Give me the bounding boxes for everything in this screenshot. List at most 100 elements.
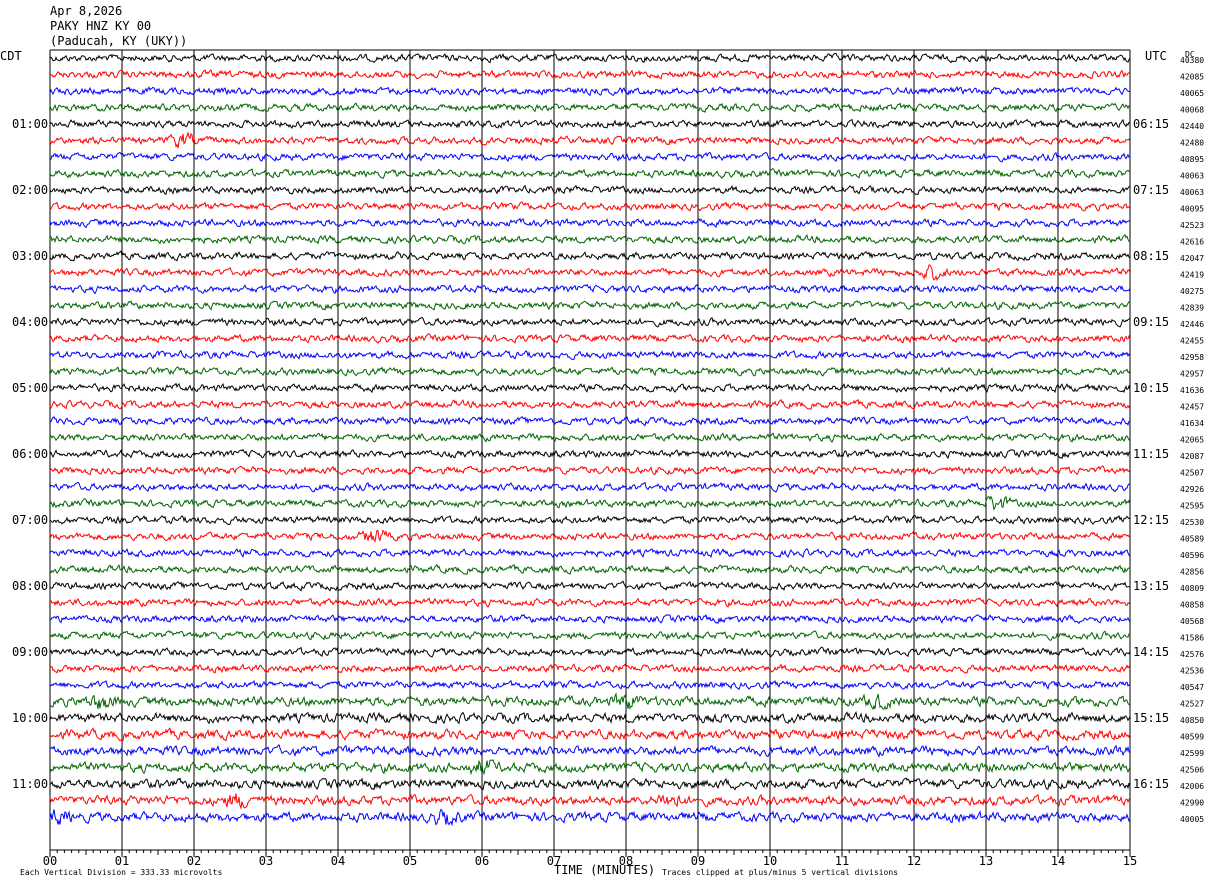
- dc-offset-label: 40568: [1180, 617, 1204, 626]
- x-tick-label: 09: [691, 854, 705, 868]
- location-label: (Paducah, KY (UKY)): [50, 34, 188, 48]
- x-tick-label: 07: [547, 854, 561, 868]
- seismic-trace: [49, 69, 1131, 80]
- station-label: PAKY HNZ KY 00: [50, 19, 152, 33]
- dc-offset-label: 42480: [1180, 139, 1204, 148]
- footer-clip-note: Traces clipped at plus/minus 5 vertical …: [662, 868, 898, 877]
- dc-offset-label: 40858: [1180, 601, 1204, 610]
- seismic-trace: [49, 711, 1131, 725]
- seismic-trace: [49, 283, 1131, 295]
- right-hour-label: 07:15: [1133, 183, 1169, 197]
- dc-offset-label: 42507: [1180, 469, 1204, 478]
- seismic-trace: [49, 233, 1131, 245]
- seismic-trace: [49, 548, 1131, 559]
- left-hour-label: 11:00: [12, 777, 48, 791]
- left-hour-label: 05:00: [12, 381, 48, 395]
- x-tick-label: 14: [1051, 854, 1065, 868]
- left-hour-label: 01:00: [12, 117, 48, 131]
- dc-offset-label: 42527: [1180, 700, 1204, 709]
- right-hour-label: 12:15: [1133, 513, 1169, 527]
- dc-offset-label: 42455: [1180, 337, 1204, 346]
- x-tick-label: 03: [259, 854, 273, 868]
- seismic-trace: [49, 250, 1131, 262]
- dc-offset-label: 42576: [1180, 650, 1204, 659]
- dc-offset-label: 40068: [1180, 106, 1204, 115]
- seismic-traces: [49, 52, 1131, 827]
- seismic-trace: [49, 646, 1131, 658]
- seismic-trace: [49, 102, 1131, 114]
- x-tick-label: 12: [907, 854, 921, 868]
- x-axis-label: TIME (MINUTES): [554, 863, 655, 877]
- right-hour-label: 08:15: [1133, 249, 1169, 263]
- x-tick-label: 06: [475, 854, 489, 868]
- dc-offset-label: 42958: [1180, 353, 1204, 362]
- seismic-trace: [49, 167, 1131, 180]
- left-hour-label: 09:00: [12, 645, 48, 659]
- dc-offset-label: 42440: [1180, 122, 1204, 131]
- left-hour-label: 10:00: [12, 711, 48, 725]
- dc-offset-label: 42523: [1180, 221, 1204, 230]
- left-timezone-label: CDT: [0, 49, 22, 63]
- seismic-trace: [49, 332, 1131, 344]
- right-hour-label: 10:15: [1133, 381, 1169, 395]
- x-tick-label: 04: [331, 854, 345, 868]
- dc-offset-label: 42419: [1180, 271, 1204, 280]
- dc-offset-label: 40380: [1180, 56, 1204, 65]
- seismic-trace: [49, 759, 1131, 776]
- x-tick-label: 08: [619, 854, 633, 868]
- seismic-trace: [49, 217, 1131, 229]
- seismic-trace: [49, 580, 1131, 592]
- right-hour-label: 16:15: [1133, 777, 1169, 791]
- seismic-trace: [49, 679, 1131, 690]
- seismic-trace: [49, 481, 1131, 493]
- right-hour-label: 06:15: [1133, 117, 1169, 131]
- dc-offset-label: 40850: [1180, 716, 1204, 725]
- footer-scale-note: Each Vertical Division = 333.33 microvol…: [20, 868, 222, 877]
- seismic-trace: [49, 349, 1131, 361]
- seismic-trace: [49, 432, 1131, 443]
- dc-offset-label: 42536: [1180, 667, 1204, 676]
- right-hour-label: 15:15: [1133, 711, 1169, 725]
- seismic-trace: [49, 52, 1131, 64]
- seismic-trace: [49, 597, 1131, 608]
- left-hour-label: 07:00: [12, 513, 48, 527]
- date-label: Apr 8,2026: [50, 4, 123, 18]
- seismic-trace: [49, 613, 1131, 625]
- dc-offset-label: 41634: [1180, 419, 1204, 428]
- axis-labels: 00 01 02 03 04 05 06 07 08 09 10 11 12 13 14 15 40380 420…: [12, 56, 1204, 868]
- dc-offset-label: 42506: [1180, 766, 1204, 775]
- seismic-trace: [49, 398, 1131, 411]
- dc-offset-label: 42047: [1180, 254, 1204, 263]
- right-hour-label: 09:15: [1133, 315, 1169, 329]
- seismic-trace: [49, 300, 1131, 311]
- left-hour-label: 03:00: [12, 249, 48, 263]
- seismic-trace: [49, 630, 1131, 641]
- dc-offset-label: 42856: [1180, 568, 1204, 577]
- seismic-trace: [49, 184, 1131, 196]
- seismic-trace: [49, 316, 1131, 328]
- dc-offset-label: 42990: [1180, 799, 1204, 808]
- right-hour-label: 13:15: [1133, 579, 1169, 593]
- dc-offset-label: 42530: [1180, 518, 1204, 527]
- x-tick-label: 15: [1123, 854, 1137, 868]
- seismic-trace: [49, 415, 1130, 427]
- seismic-trace: [49, 808, 1131, 827]
- seismic-trace: [49, 131, 1131, 149]
- dc-label: DC: [1185, 50, 1195, 59]
- seismic-trace: [49, 201, 1131, 212]
- dc-offset-label: 42457: [1180, 403, 1204, 412]
- dc-offset-label: 40895: [1180, 155, 1204, 164]
- dc-offset-label: 42065: [1180, 436, 1204, 445]
- dc-offset-label: 40095: [1180, 205, 1204, 214]
- left-hour-label: 06:00: [12, 447, 48, 461]
- dc-offset-label: 40063: [1180, 188, 1204, 197]
- seismic-trace: [49, 495, 1131, 511]
- dc-offset-label: 41586: [1180, 634, 1204, 643]
- dc-offset-label: 40005: [1180, 815, 1204, 824]
- dc-offset-label: 42616: [1180, 238, 1204, 247]
- left-hour-label: 08:00: [12, 579, 48, 593]
- seismic-trace: [49, 465, 1131, 476]
- dc-offset-label: 40547: [1180, 683, 1204, 692]
- seismic-trace: [49, 563, 1131, 576]
